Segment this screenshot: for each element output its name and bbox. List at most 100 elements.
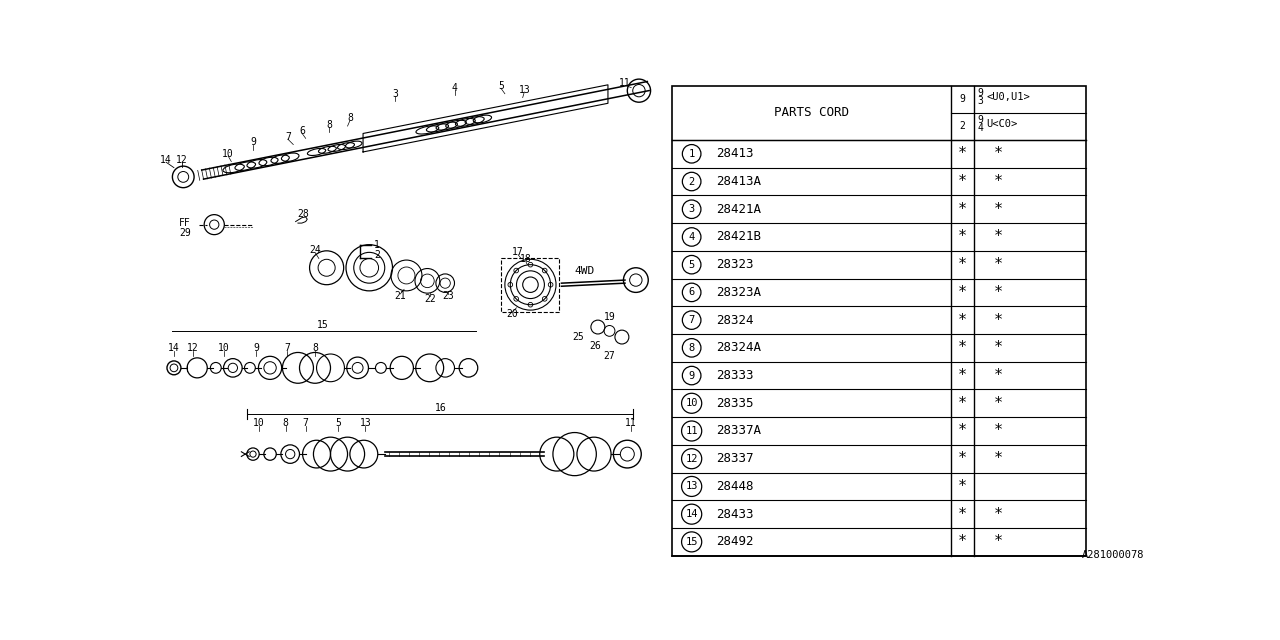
Text: 6: 6 — [689, 287, 695, 298]
Text: A281000078: A281000078 — [1082, 550, 1144, 561]
Text: 12: 12 — [175, 155, 188, 165]
Text: 28333: 28333 — [717, 369, 754, 382]
Text: 7: 7 — [285, 132, 291, 142]
Text: 28413: 28413 — [717, 147, 754, 160]
Text: 15: 15 — [317, 320, 329, 330]
Text: 28335: 28335 — [717, 397, 754, 410]
Text: 2: 2 — [689, 177, 695, 186]
Text: 25: 25 — [572, 332, 585, 342]
Text: 4: 4 — [689, 232, 695, 242]
Bar — [672, 86, 1087, 556]
Text: 4WD: 4WD — [575, 266, 595, 276]
Text: *: * — [957, 257, 966, 272]
Text: 28323: 28323 — [717, 258, 754, 271]
Text: *: * — [957, 202, 966, 217]
Text: 13: 13 — [518, 85, 530, 95]
Text: *: * — [957, 507, 966, 522]
Text: 2: 2 — [959, 121, 965, 131]
Text: 12: 12 — [187, 343, 198, 353]
Text: 3: 3 — [392, 89, 398, 99]
Text: 10: 10 — [685, 398, 698, 408]
Text: 8: 8 — [689, 343, 695, 353]
Text: 1: 1 — [374, 239, 380, 250]
Text: 9: 9 — [253, 343, 259, 353]
Text: 8: 8 — [326, 120, 332, 129]
Bar — [500, 258, 559, 312]
Text: 21: 21 — [394, 291, 406, 301]
Text: 7: 7 — [303, 419, 308, 428]
Text: 8: 8 — [347, 113, 353, 124]
Text: 28324: 28324 — [717, 314, 754, 326]
Text: *: * — [995, 424, 1004, 438]
Text: *: * — [957, 174, 966, 189]
Text: *: * — [995, 534, 1004, 549]
Text: *: * — [957, 451, 966, 466]
Text: *: * — [957, 424, 966, 438]
Text: 14: 14 — [160, 155, 172, 165]
Text: 9: 9 — [689, 371, 695, 381]
Text: 28324A: 28324A — [717, 341, 762, 355]
Text: FF: FF — [179, 218, 191, 228]
Text: *: * — [957, 285, 966, 300]
Text: *: * — [995, 507, 1004, 522]
Text: *: * — [995, 174, 1004, 189]
Text: 15: 15 — [685, 537, 698, 547]
Text: 9: 9 — [959, 94, 965, 104]
Text: 14: 14 — [168, 343, 179, 353]
Text: 10: 10 — [218, 343, 229, 353]
Text: *: * — [957, 534, 966, 549]
Text: 5: 5 — [498, 81, 504, 91]
Text: 5: 5 — [689, 260, 695, 269]
Text: 28337A: 28337A — [717, 424, 762, 438]
Text: 28433: 28433 — [717, 508, 754, 521]
Text: 19: 19 — [604, 312, 616, 322]
Text: 13: 13 — [360, 419, 371, 428]
Text: 3: 3 — [689, 204, 695, 214]
Text: 5: 5 — [335, 419, 342, 428]
Text: *: * — [995, 396, 1004, 411]
Text: 23: 23 — [443, 291, 454, 301]
Text: 1: 1 — [689, 148, 695, 159]
Text: 4: 4 — [978, 123, 983, 132]
Text: *: * — [995, 368, 1004, 383]
Text: 24: 24 — [310, 245, 321, 255]
Text: 12: 12 — [685, 454, 698, 464]
Text: 28448: 28448 — [717, 480, 754, 493]
Text: 28413A: 28413A — [717, 175, 762, 188]
Text: 28337: 28337 — [717, 452, 754, 465]
Text: 6: 6 — [300, 125, 305, 136]
Text: 18: 18 — [520, 254, 531, 264]
Text: *: * — [995, 257, 1004, 272]
Text: *: * — [995, 147, 1004, 161]
Text: *: * — [995, 340, 1004, 355]
Text: *: * — [995, 230, 1004, 244]
Text: 9: 9 — [250, 137, 256, 147]
Text: PARTS CORD: PARTS CORD — [773, 106, 849, 120]
Text: *: * — [995, 202, 1004, 217]
Text: 27: 27 — [604, 351, 616, 360]
Text: *: * — [957, 340, 966, 355]
Text: *: * — [957, 479, 966, 494]
Text: 8: 8 — [283, 419, 288, 428]
Text: *: * — [957, 230, 966, 244]
Text: 17: 17 — [512, 247, 524, 257]
Text: 9: 9 — [978, 88, 983, 98]
Text: 3: 3 — [978, 95, 983, 106]
Text: 4: 4 — [452, 83, 457, 93]
Text: 11: 11 — [685, 426, 698, 436]
Text: 2: 2 — [374, 250, 380, 260]
Text: 10: 10 — [253, 419, 265, 428]
Text: 28492: 28492 — [717, 536, 754, 548]
Text: U<C0>: U<C0> — [986, 119, 1018, 129]
Text: 28: 28 — [297, 209, 310, 219]
Text: 29: 29 — [179, 228, 191, 238]
Text: *: * — [995, 312, 1004, 328]
Text: <U0,U1>: <U0,U1> — [986, 92, 1030, 102]
Text: 7: 7 — [284, 343, 291, 353]
Text: *: * — [995, 451, 1004, 466]
Text: 7: 7 — [689, 315, 695, 325]
Text: 8: 8 — [312, 343, 317, 353]
Text: 22: 22 — [424, 294, 435, 303]
Text: 9: 9 — [978, 115, 983, 125]
Text: 11: 11 — [620, 78, 631, 88]
